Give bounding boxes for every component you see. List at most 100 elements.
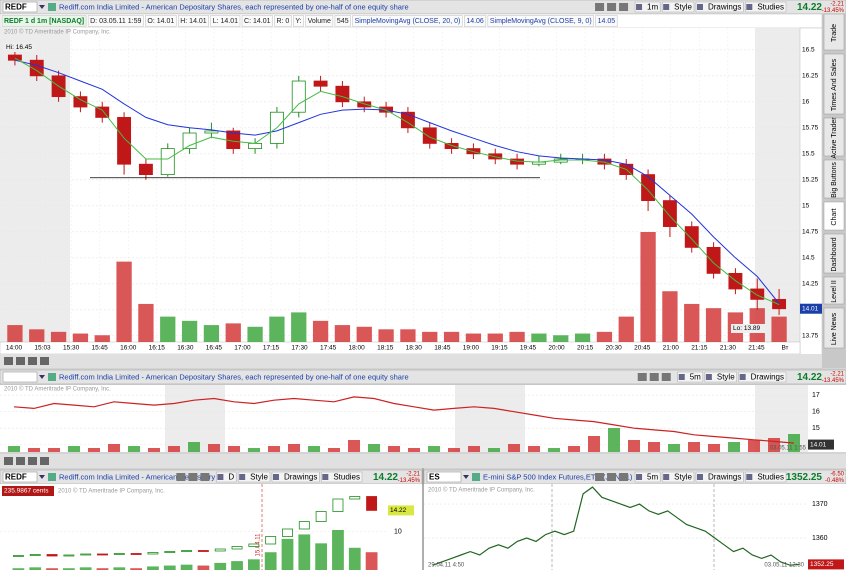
volume-bar (214, 562, 227, 570)
volume-bar (62, 568, 75, 570)
sidebar-tab[interactable] (823, 117, 845, 157)
x-tick-label: 18:00 (349, 345, 366, 352)
legend-item: H: 14.01 (180, 18, 207, 25)
x-tick-label: 14:00 (6, 345, 23, 352)
dropdown-icon[interactable] (39, 475, 45, 479)
volume-bar (400, 329, 416, 342)
toolbar-button[interactable]: 5m (647, 473, 658, 482)
sidebar-tab-label[interactable]: Dashboard (831, 237, 838, 271)
button-bg (634, 1, 661, 13)
zoom-button[interactable] (16, 457, 25, 465)
volume-bar (408, 448, 420, 452)
button-bg (321, 471, 363, 483)
change: -6.50 (830, 472, 844, 478)
symbol[interactable]: REDF (5, 3, 27, 12)
zoom-button[interactable] (4, 357, 13, 365)
cross-icon[interactable] (595, 3, 605, 11)
pan-icon[interactable] (188, 473, 198, 481)
toolbar-button[interactable]: Studies (757, 3, 784, 12)
zoom-icon[interactable] (619, 3, 629, 11)
candle-body (95, 106, 110, 118)
dropdown-icon[interactable] (463, 475, 469, 479)
x-tick-label: 18:15 (377, 345, 394, 352)
legend-box (210, 15, 241, 27)
sidebar-tab[interactable] (823, 201, 845, 231)
sidebar-tab[interactable] (823, 276, 845, 305)
last-price-box (808, 559, 844, 570)
sidebar-tab[interactable] (823, 307, 845, 349)
link-icon (48, 3, 56, 11)
toolbar-button[interactable]: Style (674, 473, 692, 482)
pan-icon[interactable] (607, 473, 617, 481)
zoom-button[interactable] (28, 457, 37, 465)
symbol[interactable]: ES (429, 473, 440, 482)
y-tick-label: 14.5 (802, 255, 815, 262)
sidebar-tab-label[interactable]: Trade (831, 24, 838, 42)
y-tick-label: 14.75 (802, 229, 819, 236)
toolbar-button[interactable]: Studies (333, 473, 360, 482)
toolbar-button[interactable]: Drawings (708, 473, 741, 482)
button-bg (677, 371, 704, 383)
sidebar-tab[interactable] (823, 159, 845, 199)
zoom-button[interactable] (28, 357, 37, 365)
toolbar-button[interactable]: 5m (690, 373, 701, 382)
sidebar-tab-label[interactable]: Big Buttons (831, 162, 838, 198)
toolbar-button[interactable]: D (228, 473, 234, 482)
legend-item: 14.06 (466, 18, 484, 25)
pan-icon[interactable] (607, 3, 617, 11)
cross-icon[interactable] (176, 473, 186, 481)
toolbar-button[interactable]: Style (250, 473, 268, 482)
candle-body (181, 550, 193, 552)
toolbar-button[interactable]: Drawings (708, 3, 741, 12)
toolbar-button[interactable]: 1m (647, 3, 658, 12)
volume-bar (508, 444, 520, 452)
x-tick-label: 21:45 (748, 345, 765, 352)
dropdown-icon[interactable] (39, 375, 45, 379)
volume-bar (298, 534, 311, 570)
x-tick-label: 18:45 (434, 345, 451, 352)
sidebar-tab-label[interactable]: Times And Sales (831, 58, 838, 111)
change-pct: -13.45% (822, 378, 845, 384)
volume-bar (130, 568, 143, 570)
sidebar-tab-label[interactable]: Live News (831, 312, 838, 345)
zoom-button[interactable] (4, 457, 13, 465)
volume-bar (188, 442, 200, 452)
symbol-box (426, 471, 462, 483)
zoom-icon[interactable] (200, 473, 210, 481)
toolbar-button[interactable]: Drawings (751, 373, 784, 382)
toolbar-button[interactable]: Drawings (284, 473, 317, 482)
change-pct: -13.45% (822, 8, 845, 14)
price-axis (388, 484, 422, 570)
sidebar-tab-label[interactable]: Active Trader (831, 117, 838, 159)
zoom-icon[interactable] (619, 473, 629, 481)
sidebar-tab[interactable] (823, 233, 845, 274)
zoom-button[interactable] (40, 457, 49, 465)
x-tick-label: 19:00 (463, 345, 480, 352)
toolbar-button[interactable]: Studies (757, 473, 784, 482)
legend-box (177, 15, 209, 27)
cross-icon[interactable] (595, 473, 605, 481)
volume-bar (662, 291, 678, 342)
price-axis (808, 484, 846, 570)
sidebar-tab[interactable] (823, 13, 845, 51)
pan-icon[interactable] (649, 373, 659, 381)
candle-body (282, 528, 293, 537)
toolbar-button[interactable]: Style (674, 3, 692, 12)
symbol[interactable]: REDF (5, 473, 27, 482)
volume-bar (208, 444, 220, 452)
price-line (13, 396, 795, 444)
zoom-button[interactable] (16, 357, 25, 365)
cross-icon[interactable] (637, 373, 647, 381)
button-bg (745, 1, 787, 13)
candle-body (46, 554, 58, 557)
toolbar-button[interactable]: Style (717, 373, 735, 382)
change: -2.21 (830, 372, 844, 378)
dropdown-icon[interactable] (39, 5, 45, 9)
zoom-icon[interactable] (661, 373, 671, 381)
zoom-button[interactable] (40, 357, 49, 365)
volume-bar (228, 446, 240, 452)
sidebar-tab-label[interactable]: Chart (831, 208, 838, 225)
x-tick-label: 19:45 (520, 345, 537, 352)
sidebar-tab-label[interactable]: Level II (831, 280, 838, 303)
sidebar-tab[interactable] (823, 53, 845, 115)
